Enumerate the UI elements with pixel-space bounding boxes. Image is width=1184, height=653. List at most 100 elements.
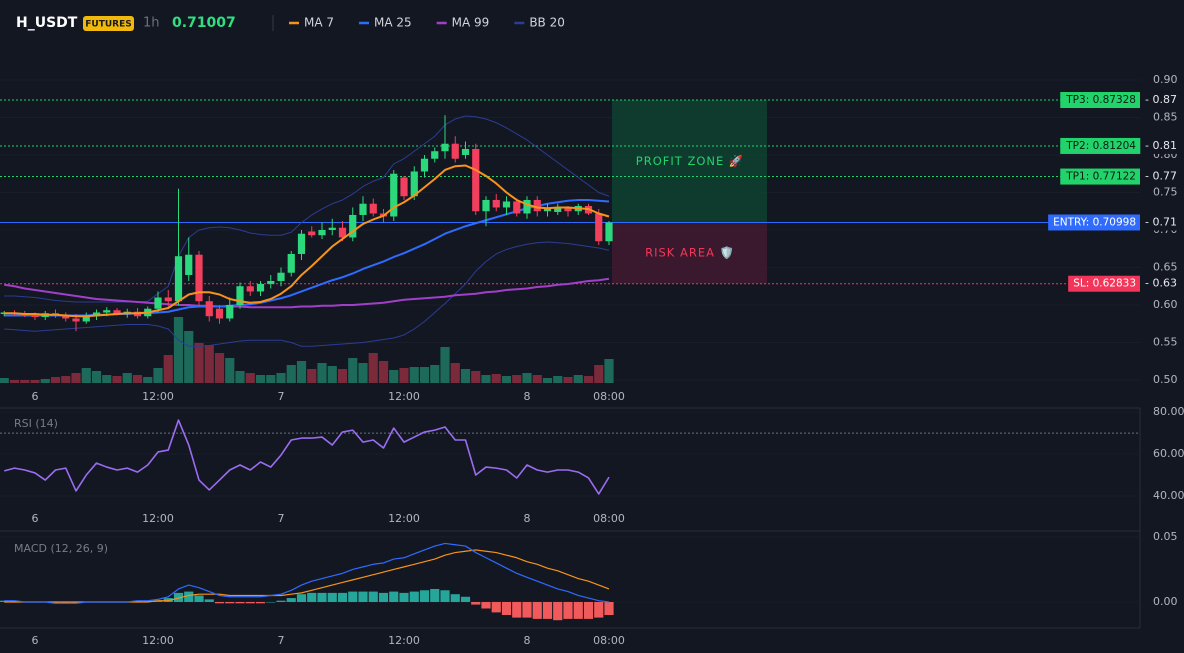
x-tick-label: 6 [32,390,39,403]
level-axis-label: - 0.77 [1145,170,1177,183]
volume-bar [184,331,194,383]
candle-body [441,143,449,152]
histogram-bar [481,601,491,609]
y-tick-label: 0.90 [1153,73,1178,86]
legend-label: MA 7 [304,16,334,30]
y-tick-label: 80.00 [1153,405,1184,418]
histogram-bar [471,601,481,605]
volume-bar [389,370,399,383]
price: 0.71007 [172,15,236,31]
histogram-bar [245,601,255,604]
volume-bar [583,376,594,383]
level-label: ENTRY: 0.70998 [1053,216,1136,228]
histogram-bar [225,601,235,604]
histogram-bar [532,601,542,619]
x-tick-label: 8 [524,390,531,403]
x-tick-label: 7 [278,390,285,403]
candle-body [318,229,326,236]
candle-body [103,310,111,313]
candle-body [174,256,183,302]
candle-body [513,201,521,214]
x-tick-label: 08:00 [593,390,625,403]
histogram-bar [9,600,20,602]
candle-body [605,222,613,242]
macd-line [4,542,610,604]
symbol: H_USDT [16,15,78,31]
histogram-bar [184,591,194,602]
volume-bar [112,376,122,383]
histogram-bar [409,591,419,602]
volume-bar [419,367,430,383]
y-tick-label: 0.50 [1153,373,1178,386]
histogram-bar [604,601,614,615]
panel-title: MACD (12, 26, 9) [14,542,108,555]
zone [612,222,767,284]
candle-body [461,148,470,155]
volume-bar [481,375,491,383]
candle-body [431,151,439,159]
histogram-bar [460,596,471,602]
legend-label: MA 25 [374,16,412,30]
legend-label: MA 99 [452,16,490,30]
volume-bar [450,363,460,383]
volume-bar [40,379,50,383]
candle-body [195,254,203,302]
candle-body [72,318,80,322]
x-tick-label: 12:00 [142,512,174,525]
candle-body [31,315,39,317]
candle-body [236,286,244,305]
histogram-bar [235,601,245,604]
candle-body [523,199,531,214]
candle-body [82,315,90,322]
level-axis-bg [1142,92,1182,109]
candle-body [390,173,398,217]
volume-bar [214,353,225,383]
volume-bar [553,376,563,383]
x-tick-label: 7 [278,634,285,647]
candle-body [205,301,213,317]
volume-bar [501,376,512,383]
x-tick-label: 6 [32,634,39,647]
level-label-bg [1060,168,1140,185]
candle-body [92,312,101,316]
candle-body [543,208,552,212]
histogram-bar [0,600,9,602]
histogram-bar [573,601,583,619]
histogram-bar [327,592,337,602]
volume-bar [512,375,522,383]
candle-body [492,199,500,208]
candle-body [308,231,316,236]
interval: 1h [143,16,160,31]
candle-body [164,297,172,302]
y-tick-label: 0.05 [1153,530,1178,543]
volume-bar [358,363,368,383]
volume-bar [81,368,91,383]
candle-body [359,203,367,215]
volume-bar [61,376,71,383]
volume-bar [266,375,276,383]
histogram-bar [276,600,286,602]
histogram-bar [143,600,153,602]
candle-body [267,280,275,284]
x-tick-label: 12:00 [142,390,174,403]
volume-bar [255,375,266,383]
histogram-bar [348,591,358,602]
volume-bar [460,369,471,383]
candle-body [369,203,377,214]
candle-body [420,158,429,172]
volume-bar [348,358,358,383]
volume-bar [307,369,317,383]
volume-bar [286,365,296,383]
volume-bar [163,355,173,383]
histogram-bar [594,601,604,618]
bb-upper [4,115,610,303]
histogram-bar [255,601,266,604]
level-axis-bg [1142,168,1182,185]
x-tick-label: 8 [524,512,531,525]
volume-bar [102,375,112,383]
volume-bar [20,380,30,383]
histogram-bar [583,601,594,619]
candle-body [410,171,418,197]
